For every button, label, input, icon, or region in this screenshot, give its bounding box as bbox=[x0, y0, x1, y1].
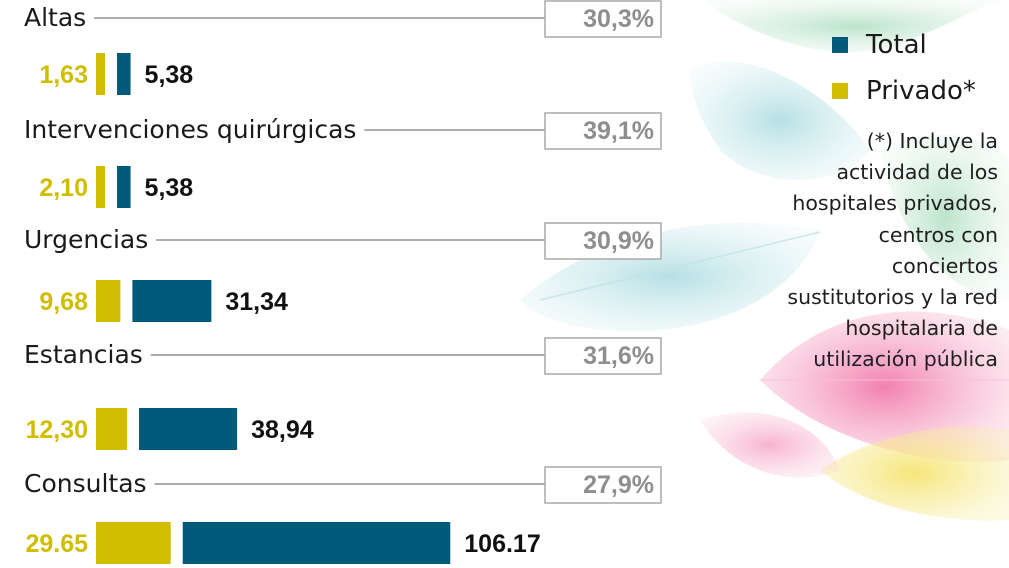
category-label: Consultas bbox=[24, 469, 147, 498]
privado-value-label: 29.65 bbox=[25, 530, 88, 558]
percentage-box bbox=[544, 466, 662, 504]
legend-swatch-privado bbox=[832, 83, 848, 99]
category-label: Estancias bbox=[24, 340, 143, 369]
bar-privado bbox=[96, 408, 127, 450]
legend-label-privado: Privado* bbox=[866, 76, 976, 106]
legend: Total Privado* bbox=[832, 22, 1002, 114]
percentage-label: 27,9% bbox=[583, 471, 654, 499]
total-value-label: 5,38 bbox=[145, 174, 194, 202]
percentage-box bbox=[544, 222, 662, 260]
bar-total bbox=[117, 53, 131, 95]
bar-privado bbox=[96, 522, 171, 564]
bar-privado bbox=[96, 166, 105, 208]
percentage-label: 31,6% bbox=[583, 342, 654, 370]
bar-privado bbox=[96, 280, 121, 322]
bar-total bbox=[182, 522, 451, 564]
legend-swatch-total bbox=[832, 37, 848, 53]
total-value-label: 31,34 bbox=[225, 288, 288, 316]
percentage-box bbox=[544, 112, 662, 150]
total-value-label: 5,38 bbox=[145, 61, 194, 89]
privado-value-label: 9,68 bbox=[39, 288, 88, 316]
category-label: Intervenciones quirúrgicas bbox=[24, 115, 356, 144]
total-value-label: 38,94 bbox=[251, 416, 314, 444]
legend-item-privado: Privado* bbox=[832, 68, 1002, 114]
total-value-label: 106.17 bbox=[464, 530, 540, 558]
category-label: Urgencias bbox=[24, 225, 148, 254]
footnote: (*) Incluye la actividad de los hospital… bbox=[787, 129, 998, 372]
privado-value-label: 12,30 bbox=[25, 416, 88, 444]
bar-total bbox=[138, 408, 238, 450]
percentage-box bbox=[544, 337, 662, 375]
bar-total bbox=[117, 166, 131, 208]
bar-privado bbox=[96, 53, 105, 95]
legend-label-total: Total bbox=[866, 30, 927, 60]
percentage-label: 39,1% bbox=[583, 117, 654, 145]
privado-value-label: 1,63 bbox=[39, 61, 88, 89]
percentage-label: 30,9% bbox=[583, 227, 654, 255]
percentage-label: 30,3% bbox=[583, 5, 654, 33]
category-label: Altas bbox=[24, 3, 86, 32]
legend-item-total: Total bbox=[832, 22, 1002, 68]
bar-total bbox=[132, 280, 212, 322]
percentage-box bbox=[544, 0, 662, 38]
privado-value-label: 2,10 bbox=[39, 174, 88, 202]
